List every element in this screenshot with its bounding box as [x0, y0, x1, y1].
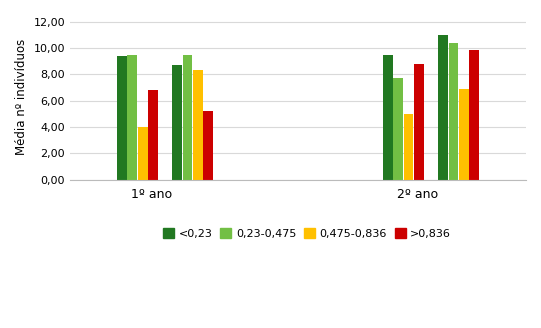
- Bar: [393, 78, 403, 180]
- Bar: [448, 43, 458, 180]
- Bar: [203, 111, 213, 180]
- Bar: [128, 54, 137, 180]
- Bar: [193, 70, 203, 180]
- Bar: [383, 54, 393, 180]
- Bar: [414, 64, 424, 180]
- Y-axis label: Média nº indivíduos: Média nº indivíduos: [15, 39, 28, 155]
- Bar: [172, 65, 182, 180]
- Bar: [117, 56, 127, 180]
- Legend: <0,23, 0,23-0,475, 0,475-0,836, >0,836: <0,23, 0,23-0,475, 0,475-0,836, >0,836: [159, 224, 456, 243]
- Bar: [470, 50, 479, 180]
- Bar: [148, 90, 158, 180]
- Bar: [438, 35, 448, 180]
- Bar: [404, 114, 413, 180]
- Bar: [459, 89, 469, 180]
- Bar: [138, 127, 148, 180]
- Bar: [182, 54, 192, 180]
